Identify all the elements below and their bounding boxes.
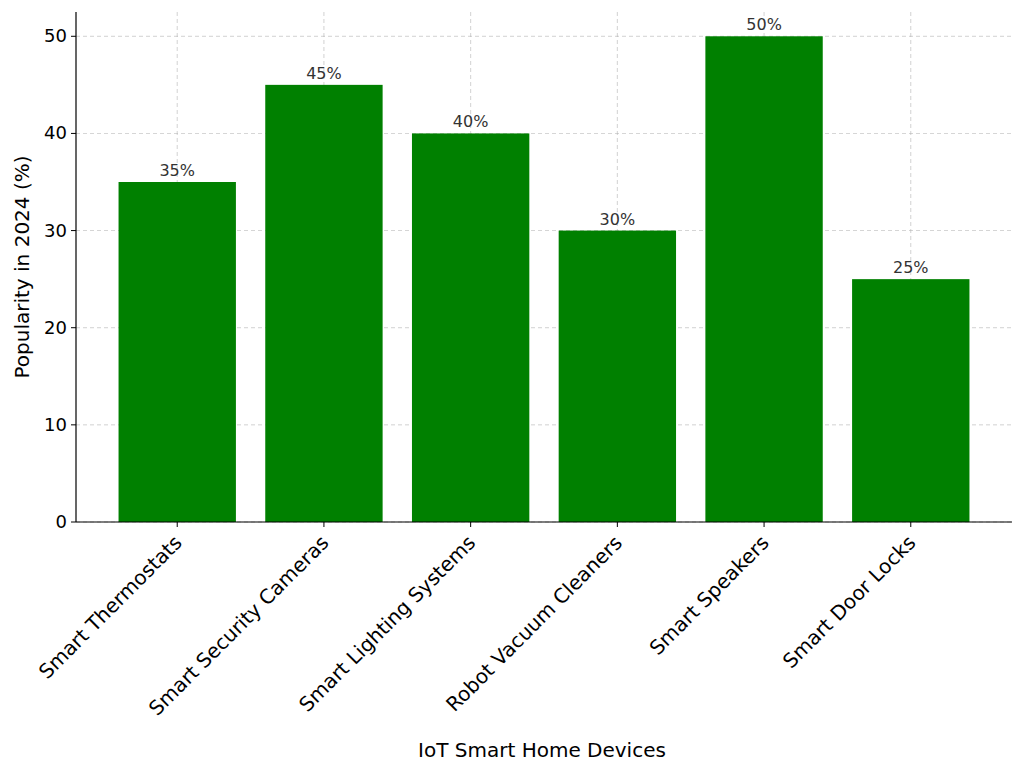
tick-mark: [71, 424, 76, 425]
x-axis-line: [76, 521, 1012, 522]
x-tick-label: Robot Vacuum Cleaners: [441, 531, 627, 717]
texts: 35% 45% 40% 30% 50% 25% 0 10 20 30 40 50 Smart Therm…: [10, 12, 1012, 762]
x-tick-label: Smart Speakers: [644, 531, 773, 660]
y-axis-label: Popularity in 2024 (%): [10, 155, 34, 378]
tick-mark: [71, 230, 76, 231]
data-label: 35%: [159, 161, 195, 180]
tick-mark: [71, 327, 76, 328]
tick-mark: [910, 522, 911, 527]
bar: [852, 279, 969, 522]
data-label: 40%: [453, 112, 489, 131]
x-axis-label: IoT Smart Home Devices: [418, 738, 666, 762]
tick-mark: [71, 522, 76, 523]
y-tick-label: 30: [44, 220, 67, 241]
bar: [119, 182, 236, 522]
data-label: 45%: [306, 64, 342, 83]
tick-mark: [177, 522, 178, 527]
x-tick-label: Smart Thermostats: [34, 531, 187, 684]
tick-mark: [323, 522, 324, 527]
bar: [265, 85, 382, 522]
y-tick-label: 10: [44, 414, 67, 435]
y-tick-label: 40: [44, 122, 67, 143]
grid: [76, 12, 1012, 522]
data-label: 30%: [600, 210, 636, 229]
data-label: 50%: [746, 15, 782, 34]
y-axis-line: [75, 12, 76, 522]
grid-line: [76, 133, 1012, 134]
tick-mark: [71, 36, 76, 37]
grid-line: [76, 36, 1012, 37]
tick-mark: [617, 522, 618, 527]
bar: [559, 231, 676, 522]
tick-mark: [764, 522, 765, 527]
tick-mark: [71, 133, 76, 134]
y-tick-label: 50: [44, 25, 67, 46]
chart-svg: 35% 45% 40% 30% 50% 25% 0 10 20 30 40 50 Smart Therm…: [0, 0, 1024, 775]
data-label: 25%: [893, 258, 929, 277]
grid-line: [76, 522, 1012, 523]
bar: [705, 36, 822, 522]
bar: [412, 133, 529, 522]
tick-mark: [470, 522, 471, 527]
y-tick-label: 20: [44, 317, 67, 338]
bars: [119, 36, 970, 522]
chart-container: 35% 45% 40% 30% 50% 25% 0 10 20 30 40 50 Smart Therm…: [0, 0, 1024, 775]
x-tick-label: Smart Door Locks: [778, 531, 920, 673]
y-tick-label: 0: [56, 511, 67, 532]
